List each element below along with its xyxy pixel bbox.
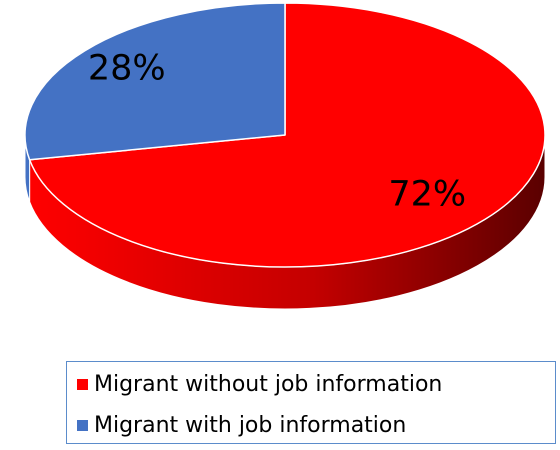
legend-label: Migrant with job information bbox=[94, 412, 407, 438]
pie-slice-without-job-info bbox=[28, 2, 546, 268]
pie-slice-with-job-info bbox=[24, 2, 286, 161]
legend-label: Migrant without job information bbox=[94, 371, 443, 397]
legend-item-with-job-info: Migrant with job information bbox=[76, 409, 406, 441]
pie-data-label: 28% bbox=[88, 49, 166, 89]
legend-swatch-blue bbox=[76, 418, 89, 432]
legend-swatch-red bbox=[76, 377, 89, 391]
legend-item-without-job-info: Migrant without job information bbox=[76, 368, 442, 400]
chart-legend: Migrant without job information Migrant … bbox=[66, 361, 556, 444]
pie-data-label: 72% bbox=[388, 175, 466, 215]
